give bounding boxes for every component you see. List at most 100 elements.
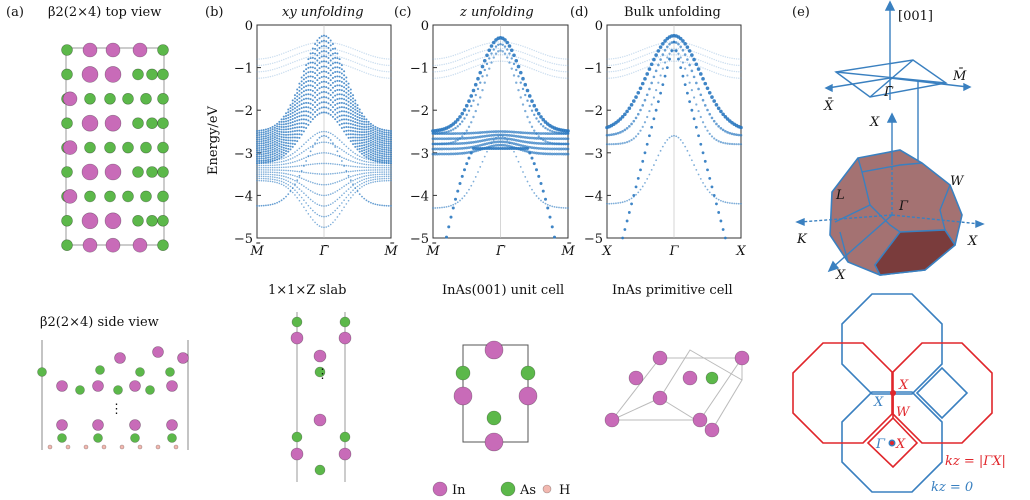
band-point xyxy=(390,160,392,163)
band-point xyxy=(349,126,352,129)
band-point xyxy=(626,141,629,144)
band-point xyxy=(269,156,272,159)
band-point xyxy=(358,150,361,153)
band-point xyxy=(273,156,276,159)
band-point xyxy=(267,162,269,164)
band-point xyxy=(512,138,516,142)
band-point xyxy=(365,151,368,154)
band-point xyxy=(314,192,316,194)
band-point xyxy=(350,170,352,173)
band-point xyxy=(695,81,698,85)
band-point xyxy=(521,147,525,151)
band-point xyxy=(538,64,540,66)
band-point xyxy=(323,226,325,229)
panel-a-side-title: β2(2×4) side view xyxy=(40,315,159,330)
band-point xyxy=(302,82,305,85)
band-point xyxy=(478,135,482,139)
band-point xyxy=(675,135,678,138)
band-point xyxy=(276,132,279,135)
band-point xyxy=(700,59,702,62)
h-atom xyxy=(137,444,143,450)
band-point xyxy=(318,183,321,186)
band-point xyxy=(345,183,348,186)
band-point xyxy=(285,64,287,66)
band-point xyxy=(274,178,276,181)
band-point xyxy=(343,90,346,93)
band-point xyxy=(296,112,299,115)
as-atom xyxy=(61,68,73,81)
band-point xyxy=(302,106,305,109)
band-point xyxy=(302,114,305,117)
band-point xyxy=(557,152,561,156)
band-point xyxy=(682,54,684,57)
as-atom xyxy=(157,239,169,251)
band-point xyxy=(533,113,536,117)
band-point xyxy=(567,207,569,209)
band-point xyxy=(456,137,460,140)
band-point xyxy=(499,136,502,140)
band-point xyxy=(367,152,370,155)
band-point xyxy=(546,137,550,141)
band-point xyxy=(345,80,348,83)
band-point xyxy=(260,155,263,158)
band-point xyxy=(325,35,328,38)
band-point xyxy=(360,136,363,139)
band-point xyxy=(452,203,455,206)
band-point xyxy=(311,108,314,111)
band-point xyxy=(668,47,671,50)
band-point xyxy=(325,81,328,84)
band-point xyxy=(612,142,615,146)
band-point xyxy=(374,150,377,153)
band-point xyxy=(352,54,354,56)
band-point xyxy=(372,145,375,148)
band-point xyxy=(294,60,296,63)
band-point xyxy=(434,207,437,209)
band-point xyxy=(654,69,658,73)
band-point xyxy=(706,168,709,172)
band-point xyxy=(468,55,470,57)
band-point xyxy=(260,153,263,156)
band-point xyxy=(432,77,434,79)
band-point xyxy=(318,72,321,75)
band-point xyxy=(273,138,276,141)
band-point xyxy=(467,99,471,103)
band-point xyxy=(278,66,281,69)
band-point xyxy=(260,204,263,207)
band-point xyxy=(287,114,290,117)
band-point xyxy=(390,132,392,135)
band-point xyxy=(449,132,453,135)
band-point xyxy=(506,60,508,63)
band-point xyxy=(305,148,307,151)
as-atom xyxy=(165,367,175,377)
band-point xyxy=(566,152,570,156)
band-point xyxy=(655,89,658,92)
band-point xyxy=(316,64,319,67)
band-point xyxy=(267,147,270,150)
band-point xyxy=(434,71,436,73)
band-point xyxy=(271,139,274,142)
band-point xyxy=(327,46,330,49)
band-point xyxy=(276,61,278,63)
band-point xyxy=(454,132,457,135)
band-point xyxy=(350,165,352,167)
plane-x-red: X xyxy=(898,378,909,393)
band-point xyxy=(323,101,325,104)
band-point xyxy=(376,159,379,162)
band-point xyxy=(541,152,545,156)
band-point xyxy=(670,41,674,44)
band-point xyxy=(553,152,556,156)
band-point xyxy=(352,94,355,97)
band-point xyxy=(481,75,484,78)
band-point xyxy=(508,61,511,64)
band-point xyxy=(343,150,345,153)
band-point xyxy=(496,143,500,147)
band-point xyxy=(345,58,348,60)
in-atom xyxy=(81,212,99,230)
band-point xyxy=(562,58,565,60)
band-point xyxy=(459,71,461,74)
band-point xyxy=(287,136,290,139)
band-point xyxy=(436,132,439,136)
band-point xyxy=(309,42,312,45)
band-point xyxy=(283,58,285,61)
band-point xyxy=(501,43,504,46)
